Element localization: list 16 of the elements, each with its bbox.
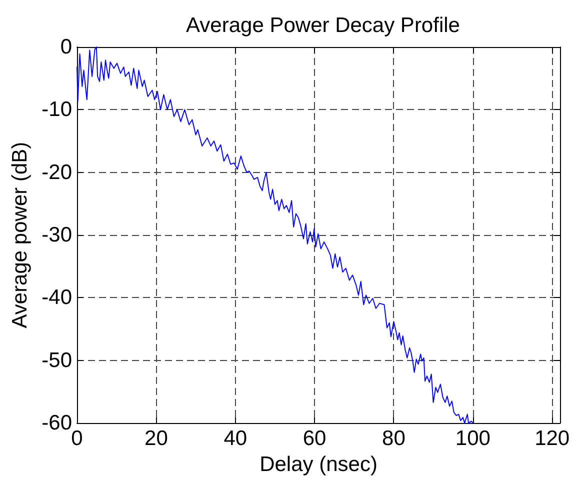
x-tick-label: 80: [382, 427, 406, 450]
x-tick-label: 40: [224, 427, 248, 450]
y-tick-label: -50: [42, 348, 72, 372]
chart-title: Average Power Decay Profile: [186, 14, 460, 37]
x-axis-title: Delay (nsec): [260, 453, 378, 476]
x-tick-label: 100: [455, 427, 490, 450]
x-tick-label: 60: [302, 427, 326, 450]
y-tick-label: -40: [42, 286, 72, 310]
y-tick-label: -20: [42, 160, 72, 184]
y-tick-label: -10: [42, 98, 72, 122]
y-tick-label: 0: [60, 36, 72, 58]
y-tick-label: -60: [42, 412, 72, 435]
x-tick-label: 120: [534, 427, 570, 450]
y-axis-title: Average power (dB): [8, 142, 32, 328]
y-tick-label: -30: [42, 224, 72, 247]
x-tick-label: 20: [144, 427, 168, 450]
